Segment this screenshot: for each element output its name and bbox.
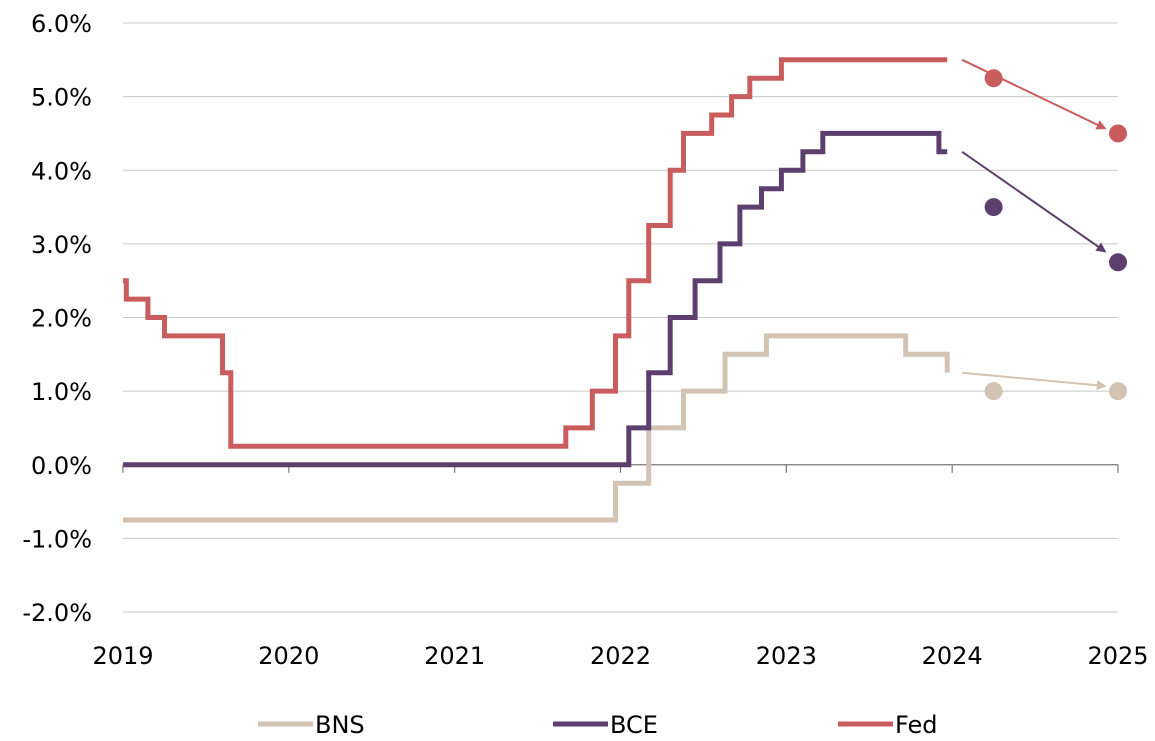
legend-label-bns: BNS [315,711,365,739]
y-tick-label: 1.0% [31,378,92,406]
forecast-point-fed [1109,124,1127,143]
series-line-fed [123,57,948,449]
x-tick-label: 2021 [424,642,485,670]
y-tick-label: -1.0% [22,525,92,553]
forecast-point-bns [1109,382,1127,401]
y-tick-label: -2.0% [22,599,92,627]
x-tick-label: 2019 [92,642,153,670]
y-tick-label: 0.0% [31,452,92,480]
legend-label-bce: BCE [610,711,658,739]
legend-label-fed: Fed [895,711,938,739]
y-tick-label: 5.0% [31,84,92,112]
x-tick-label: 2022 [590,642,651,670]
forecast-point-fed [984,69,1003,88]
y-tick-label: 6.0% [31,10,92,38]
x-tick-label: 2020 [258,642,319,670]
x-tick-label: 2025 [1087,642,1148,670]
series-lines [123,57,950,523]
y-tick-label: 4.0% [31,157,92,185]
x-tick-label: 2024 [922,642,983,670]
forecast-point-bce [1109,253,1127,272]
x-axis-labels: 2019 2020 2021 2022 2023 2024 2025 [92,642,1148,670]
y-tick-label: 3.0% [31,231,92,259]
legend: BNS BCE Fed [258,711,938,739]
forecast-arrow-fed [961,58,1107,130]
forecast-arrow-bce [961,151,1107,253]
forecast-markers [961,58,1127,401]
grid-lines [123,22,1118,613]
series-line-bns [123,333,950,523]
forecast-arrow-bns [962,371,1107,391]
y-tick-label: 2.0% [31,305,92,333]
series-line-bce [123,130,948,468]
y-axis-labels: 6.0% 5.0% 4.0% 3.0% 2.0% 1.0% 0.0% -1.0% -2.0% [22,10,92,627]
forecast-point-bce [984,198,1003,217]
x-tick-label: 2023 [756,642,817,670]
forecast-point-bns [984,382,1003,401]
